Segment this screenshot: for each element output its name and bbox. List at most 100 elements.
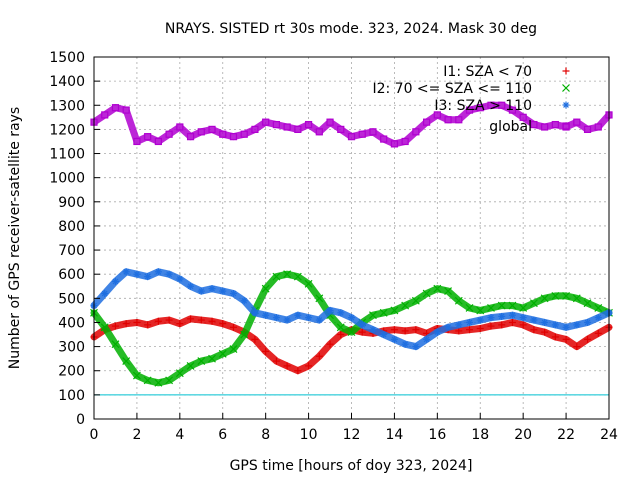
data-point	[508, 106, 517, 114]
y-tick-label: 900	[58, 195, 85, 211]
x-tick-label: 24	[600, 427, 618, 443]
data-point	[186, 133, 195, 141]
legend-label: I2: 70 <= SZA <= 110	[372, 81, 532, 97]
y-tick-label: 600	[58, 267, 85, 283]
data-point	[229, 290, 237, 298]
data-point	[111, 277, 119, 285]
data-point	[187, 282, 195, 290]
x-tick-label: 6	[218, 427, 227, 443]
data-point	[111, 104, 120, 112]
y-axis-ticks: 0 100 200 300 400 500 600 700 800 900 1000 1100 1200…	[49, 50, 100, 428]
data-point	[294, 367, 302, 375]
data-point	[111, 322, 119, 330]
data-point	[208, 285, 216, 293]
series-layer	[90, 101, 613, 387]
y-tick-label: 1500	[49, 50, 85, 66]
data-point	[465, 304, 474, 312]
data-point	[176, 320, 184, 328]
series-band	[90, 101, 613, 148]
data-point	[390, 335, 398, 343]
data-point	[272, 120, 280, 129]
data-point	[390, 326, 398, 334]
x-tick-label: 16	[428, 427, 446, 443]
data-point	[573, 321, 581, 329]
data-point	[508, 301, 517, 310]
data-point	[487, 101, 495, 109]
data-point	[305, 314, 313, 322]
data-point	[487, 314, 495, 322]
legend-marker	[562, 67, 570, 75]
data-point	[519, 314, 527, 322]
data-point	[551, 291, 560, 300]
data-point	[294, 125, 302, 134]
data-point	[293, 272, 302, 281]
data-point	[240, 330, 249, 339]
data-point	[283, 123, 291, 131]
data-point	[584, 335, 592, 343]
data-point	[358, 321, 366, 329]
data-point	[444, 323, 452, 331]
data-point	[487, 304, 495, 312]
data-point	[133, 318, 141, 326]
data-point	[433, 284, 442, 293]
data-point	[240, 130, 248, 138]
data-point	[283, 362, 291, 370]
x-tick-label: 14	[386, 427, 404, 443]
data-point	[573, 343, 581, 351]
data-point	[208, 317, 216, 325]
data-point	[541, 328, 549, 336]
data-point	[487, 322, 495, 330]
data-point	[154, 317, 162, 325]
data-point	[541, 123, 549, 131]
data-point	[143, 376, 152, 385]
y-tick-label: 300	[58, 340, 85, 356]
series-1	[90, 270, 613, 387]
series-3	[90, 101, 613, 148]
data-point	[444, 116, 452, 124]
data-point	[187, 315, 195, 323]
legend-marker	[562, 101, 570, 109]
y-axis-label: Number of GPS receiver-satellite rays	[7, 107, 23, 369]
data-point	[272, 357, 280, 365]
y-tick-label: 1000	[49, 171, 85, 187]
data-point	[176, 123, 184, 131]
y-tick-label: 500	[58, 291, 85, 307]
data-point	[337, 125, 345, 134]
data-point	[251, 335, 259, 343]
data-point	[412, 326, 420, 334]
y-tick-label: 1300	[49, 98, 85, 114]
data-point	[465, 106, 474, 114]
data-point	[358, 328, 366, 336]
data-point	[101, 111, 109, 119]
legend-label: global	[489, 119, 532, 135]
data-point	[347, 328, 356, 337]
data-point	[433, 111, 441, 119]
data-point	[229, 345, 238, 353]
data-point	[530, 316, 538, 324]
data-point	[519, 113, 527, 121]
data-point	[304, 120, 313, 129]
data-point	[251, 309, 259, 317]
data-point	[433, 328, 441, 336]
data-point	[583, 125, 592, 134]
data-point	[358, 130, 366, 138]
data-point	[422, 289, 431, 298]
data-point	[176, 275, 184, 283]
data-point	[154, 268, 162, 276]
data-point	[165, 316, 173, 324]
x-axis-ticks: 0 2 4 6 8 10 12 14 16 18 20 22 24	[90, 413, 618, 443]
data-point	[100, 323, 109, 332]
x-tick-label: 10	[300, 427, 318, 443]
data-point	[594, 123, 602, 131]
data-point	[219, 287, 227, 295]
x-tick-label: 8	[261, 427, 270, 443]
data-point	[122, 268, 130, 276]
data-point	[369, 326, 377, 334]
data-point	[337, 331, 345, 339]
data-point	[476, 306, 485, 315]
data-point	[261, 284, 270, 293]
legend-marker	[562, 122, 570, 130]
data-point	[562, 291, 571, 300]
x-tick-label: 18	[471, 427, 489, 443]
data-point	[401, 327, 409, 335]
